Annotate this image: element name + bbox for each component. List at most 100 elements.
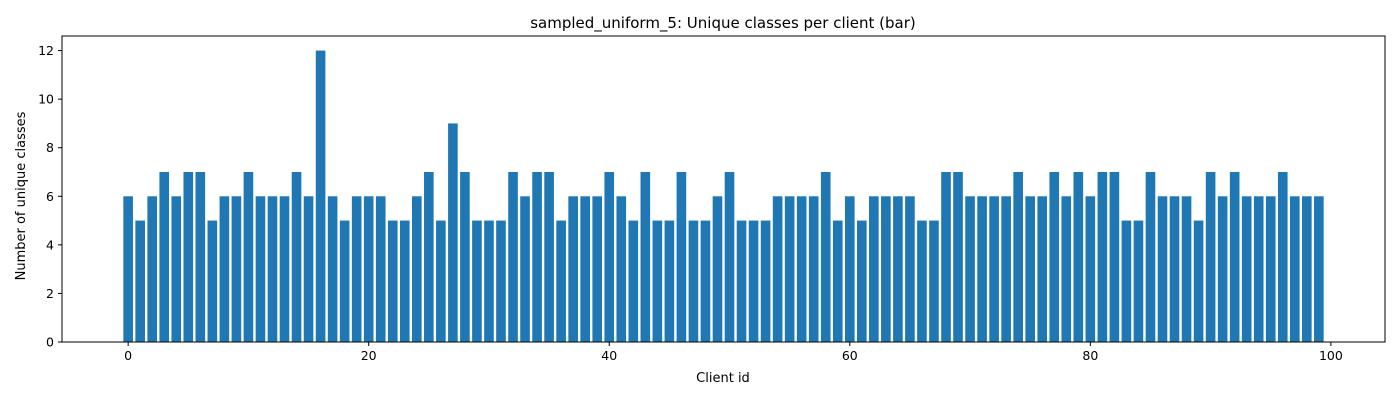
bar-client-27 [448, 123, 458, 342]
bar-client-31 [496, 220, 506, 342]
bar-client-39 [592, 196, 603, 342]
bar-client-11 [255, 196, 266, 342]
bar-client-85 [1145, 172, 1156, 342]
bar-client-98 [1302, 196, 1312, 342]
bar-client-28 [460, 172, 470, 342]
bar-client-89 [1193, 220, 1204, 342]
bar-client-90 [1205, 172, 1216, 342]
bar-client-13 [279, 196, 290, 342]
bar-client-73 [1001, 196, 1011, 342]
bar-client-42 [628, 220, 639, 342]
bar-client-40 [604, 172, 615, 342]
bar-client-20 [363, 196, 374, 342]
x-tick-label: 80 [1082, 348, 1098, 363]
bar-client-83 [1121, 220, 1132, 342]
bar-client-0 [123, 196, 133, 342]
bar-client-7 [207, 220, 218, 342]
plot-frame [61, 35, 1386, 343]
bar-client-57 [808, 196, 819, 342]
bar-client-43 [640, 172, 651, 342]
bar-client-68 [941, 172, 951, 342]
y-tick-label: 0 [46, 335, 54, 350]
x-axis-label: Client id [696, 371, 750, 386]
bar-client-29 [472, 220, 482, 342]
bars-group [123, 50, 1324, 342]
bar-client-16 [315, 50, 326, 342]
y-tick-label: 8 [46, 140, 54, 155]
bar-client-30 [484, 220, 494, 342]
y-tick-label: 2 [46, 286, 54, 301]
bar-client-44 [652, 220, 663, 342]
x-tick-label: 100 [1319, 348, 1343, 363]
bar-client-59 [832, 220, 843, 342]
bar-client-24 [411, 196, 422, 342]
bar-client-45 [664, 220, 675, 342]
bar-client-77 [1049, 172, 1060, 342]
bar-client-99 [1314, 196, 1324, 342]
bar-client-14 [291, 172, 302, 342]
bar-client-66 [917, 220, 927, 342]
bar-client-33 [520, 196, 530, 342]
bar-client-80 [1085, 196, 1096, 342]
bar-client-55 [784, 196, 795, 342]
bar-client-81 [1097, 172, 1108, 342]
bar-client-9 [231, 196, 242, 342]
bar-client-70 [965, 196, 975, 342]
bar-client-17 [327, 196, 338, 342]
y-tick-label: 12 [38, 43, 54, 58]
y-tick-label: 10 [38, 92, 54, 107]
bar-client-62 [869, 196, 879, 342]
bar-client-78 [1061, 196, 1072, 342]
bar-client-12 [267, 196, 278, 342]
bar-client-61 [857, 220, 867, 342]
bar-client-56 [796, 196, 807, 342]
y-tick-label: 4 [46, 237, 54, 252]
y-axis-label: Number of unique classes [14, 111, 29, 280]
bar-client-54 [772, 196, 783, 342]
bar-client-79 [1073, 172, 1084, 342]
bar-client-46 [676, 172, 687, 342]
bar-client-64 [893, 196, 903, 342]
bar-client-38 [580, 196, 590, 342]
bar-client-69 [953, 172, 963, 342]
bar-client-52 [748, 220, 759, 342]
chart-title: sampled_uniform_5: Unique classes per cl… [530, 14, 916, 33]
bar-client-63 [881, 196, 891, 342]
bar-client-21 [375, 196, 386, 342]
bar-client-51 [736, 220, 747, 342]
bar-client-74 [1013, 172, 1023, 342]
bar-client-65 [905, 196, 915, 342]
y-tick-label: 6 [46, 189, 54, 204]
x-axis-ticks: 0 20 40 60 80 100 [124, 342, 1343, 363]
bar-client-94 [1253, 196, 1264, 342]
bar-client-47 [688, 220, 699, 342]
bar-client-82 [1109, 172, 1120, 342]
bar-client-84 [1133, 220, 1144, 342]
bar-client-10 [243, 172, 254, 342]
bar-client-25 [424, 172, 434, 342]
bar-client-5 [183, 172, 194, 342]
bar-client-60 [844, 196, 855, 342]
bar-client-91 [1217, 196, 1228, 342]
bar-client-4 [171, 196, 182, 342]
bar-client-37 [568, 196, 578, 342]
bar-client-87 [1169, 196, 1180, 342]
bar-client-15 [303, 196, 314, 342]
x-tick-label: 60 [842, 348, 858, 363]
bar-client-23 [399, 220, 410, 342]
bar-client-3 [159, 172, 170, 342]
bar-client-75 [1025, 196, 1036, 342]
bar-client-32 [508, 172, 518, 342]
bar-client-96 [1277, 172, 1288, 342]
bar-client-6 [195, 172, 206, 342]
bar-client-35 [544, 172, 554, 342]
bar-client-1 [135, 220, 145, 342]
bar-client-49 [712, 196, 723, 342]
bar-client-22 [387, 220, 398, 342]
bar-client-19 [351, 196, 362, 342]
bar-client-8 [219, 196, 230, 342]
bar-client-58 [820, 172, 831, 342]
y-axis-ticks: 0 2 4 6 8 10 12 [38, 43, 62, 350]
x-tick-label: 40 [601, 348, 617, 363]
